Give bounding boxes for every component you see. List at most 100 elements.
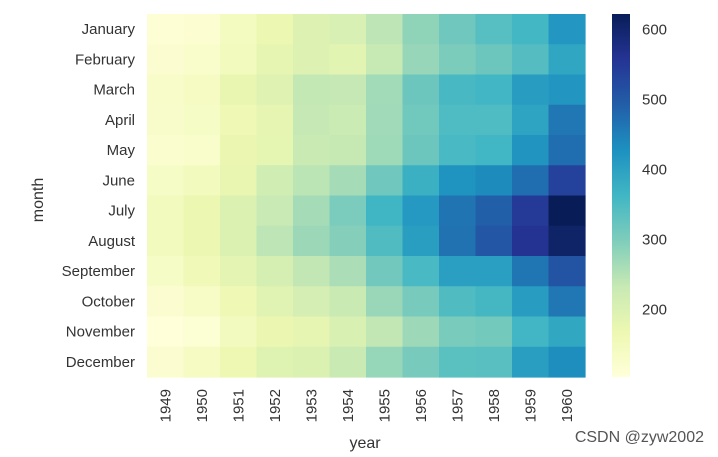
heatmap-cell [548, 165, 586, 197]
y-tick-label: October [82, 293, 135, 310]
heatmap-cell [183, 225, 221, 257]
y-tick-label: July [108, 203, 135, 220]
heatmap-cell [293, 14, 331, 45]
heatmap-cell [183, 346, 221, 378]
heatmap-cell [439, 104, 477, 136]
heatmap-cell [402, 104, 440, 136]
heatmap-cell [512, 346, 550, 378]
heatmap-cell [256, 316, 294, 348]
heatmap-cell [439, 195, 477, 227]
heatmap-cell [475, 286, 513, 318]
heatmap-cell [402, 195, 440, 227]
heatmap-cell [366, 286, 404, 318]
heatmap-cells [147, 14, 586, 378]
colorbar: 200 300 400 500 600 [612, 14, 667, 377]
y-tick-labels: January February March April May June July Augu… [62, 21, 136, 371]
x-tick-label: 1960 [559, 389, 576, 422]
y-tick-label: April [105, 112, 135, 129]
heatmap-cell [475, 44, 513, 76]
heatmap-cell [475, 225, 513, 257]
watermark: CSDN @zyw2002 [574, 429, 704, 446]
heatmap-cell [293, 286, 331, 318]
y-tick-label: January [82, 21, 136, 38]
heatmap-cell [439, 165, 477, 197]
heatmap-cell [439, 286, 477, 318]
heatmap-cell [402, 256, 440, 287]
heatmap-cell [329, 104, 367, 136]
heatmap-cell [220, 286, 258, 318]
colorbar-tick-label: 200 [642, 302, 667, 319]
heatmap-cell [366, 165, 404, 197]
heatmap-cell [366, 346, 404, 378]
heatmap-cell [329, 195, 367, 227]
heatmap-cell [366, 225, 404, 257]
y-tick-label: December [66, 354, 135, 371]
x-tick-label: 1950 [194, 389, 211, 422]
y-tick-label: February [75, 51, 136, 68]
x-tick-labels: 1949 1950 1951 1952 1953 1954 1955 1956 1957 1958… [157, 389, 576, 422]
heatmap-cell [256, 346, 294, 378]
heatmap-cell [402, 74, 440, 106]
heatmap-cell [402, 165, 440, 197]
heatmap-cell [147, 14, 185, 45]
heatmap-cell [512, 165, 550, 197]
heatmap-cell [548, 316, 586, 348]
heatmap-cell [475, 195, 513, 227]
heatmap-cell [439, 14, 477, 45]
heatmap-cell [147, 74, 185, 106]
heatmap-cell [475, 104, 513, 136]
heatmap-cell [147, 346, 185, 378]
heatmap-cell [147, 225, 185, 257]
heatmap-cell [293, 165, 331, 197]
heatmap-cell [220, 316, 258, 348]
y-tick-label: March [93, 82, 135, 99]
heatmap-cell [183, 286, 221, 318]
heatmap-cell [329, 14, 367, 45]
heatmap-cell [402, 135, 440, 166]
heatmap-cell [329, 256, 367, 287]
heatmap-cell [329, 286, 367, 318]
heatmap-cell [475, 346, 513, 378]
x-tick-label: 1951 [230, 389, 247, 422]
heatmap-cell [293, 104, 331, 136]
heatmap-cell [439, 256, 477, 287]
heatmap-cell [147, 104, 185, 136]
heatmap-cell [366, 195, 404, 227]
heatmap-cell [402, 346, 440, 378]
heatmap-cell [439, 74, 477, 106]
colorbar-gradient [612, 14, 630, 377]
colorbar-tick-label: 400 [642, 162, 667, 179]
heatmap-cell [548, 14, 586, 45]
heatmap-cell [220, 165, 258, 197]
heatmap-cell [439, 225, 477, 257]
heatmap-cell [548, 104, 586, 136]
heatmap-cell [439, 346, 477, 378]
colorbar-tick-label: 600 [642, 21, 667, 38]
y-tick-label: June [102, 172, 135, 189]
heatmap-cell [439, 44, 477, 76]
heatmap-cell [548, 135, 586, 166]
heatmap-cell [220, 44, 258, 76]
x-tick-label: 1959 [522, 389, 539, 422]
heatmap-cell [548, 346, 586, 378]
colorbar-tick-label: 300 [642, 232, 667, 249]
heatmap-cell [548, 256, 586, 287]
x-tick-label: 1958 [486, 389, 503, 422]
heatmap-cell [329, 165, 367, 197]
colorbar-tick-label: 500 [642, 92, 667, 109]
heatmap-cell [512, 195, 550, 227]
x-tick-label: 1949 [157, 389, 174, 422]
heatmap-cell [220, 135, 258, 166]
heatmap-cell [293, 195, 331, 227]
x-tick-label: 1956 [413, 389, 430, 422]
heatmap-cell [366, 256, 404, 287]
heatmap-cell [293, 256, 331, 287]
heatmap-cell [147, 316, 185, 348]
heatmap-cell [147, 286, 185, 318]
heatmap-cell [183, 135, 221, 166]
heatmap-cell [183, 256, 221, 287]
heatmap-cell [183, 44, 221, 76]
heatmap-cell [512, 225, 550, 257]
heatmap-cell [293, 74, 331, 106]
